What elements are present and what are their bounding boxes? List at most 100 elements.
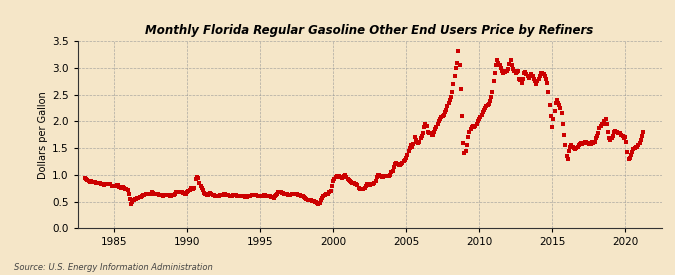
Point [84, 180, 95, 184]
Point [240, 194, 251, 199]
Point [443, 100, 454, 105]
Point [433, 119, 444, 123]
Point [113, 184, 124, 189]
Point [385, 173, 396, 177]
Point [348, 181, 359, 186]
Point [577, 142, 588, 146]
Point [371, 179, 381, 183]
Point [565, 145, 576, 149]
Point [578, 141, 589, 145]
Point [273, 190, 284, 194]
Point [330, 175, 341, 179]
Point [518, 71, 529, 76]
Point [391, 161, 402, 165]
Point [425, 131, 436, 135]
Point [616, 133, 627, 137]
Point [551, 98, 562, 102]
Point [589, 139, 600, 144]
Point [406, 143, 416, 148]
Point [535, 74, 545, 78]
Point [306, 198, 317, 203]
Point [512, 68, 523, 73]
Point [216, 193, 227, 197]
Point [367, 182, 377, 187]
Point [162, 193, 173, 197]
Point [176, 190, 186, 195]
Point [331, 174, 342, 179]
Point [450, 74, 460, 78]
Point [430, 127, 441, 132]
Point [527, 74, 538, 78]
Point [284, 192, 295, 197]
Point [163, 193, 174, 197]
Point [454, 63, 465, 67]
Point [558, 122, 568, 126]
Point [502, 68, 512, 73]
Point [268, 196, 279, 200]
Point [325, 189, 336, 193]
Point [398, 159, 409, 164]
Point [514, 76, 524, 81]
Point [292, 192, 303, 197]
Point [266, 194, 277, 199]
Point [413, 141, 424, 145]
Point [321, 191, 332, 196]
Point [436, 115, 447, 119]
Point [545, 114, 556, 118]
Point [122, 188, 133, 192]
Point [153, 192, 163, 196]
Point [522, 74, 533, 78]
Point [381, 174, 392, 179]
Point [529, 76, 539, 81]
Point [116, 185, 127, 190]
Title: Monthly Florida Regular Gasoline Other End Users Price by Refiners: Monthly Florida Regular Gasoline Other E… [145, 24, 594, 37]
Point [543, 90, 554, 94]
Point [458, 141, 468, 145]
Point [156, 193, 167, 197]
Point [448, 82, 459, 86]
Point [295, 193, 306, 197]
Point [614, 131, 624, 135]
Point [604, 136, 615, 141]
Point [516, 81, 527, 85]
Point [124, 197, 135, 202]
Point [303, 198, 314, 203]
Point [423, 130, 433, 134]
Point [553, 100, 564, 105]
Point [539, 74, 550, 78]
Point [358, 186, 369, 191]
Point [579, 139, 590, 144]
Point [327, 179, 338, 183]
Point [360, 183, 371, 188]
Point [520, 70, 531, 75]
Point [319, 193, 330, 197]
Point [356, 187, 367, 191]
Point [599, 119, 610, 123]
Point [438, 113, 449, 117]
Point [397, 161, 408, 165]
Point [491, 63, 502, 67]
Point [492, 58, 503, 62]
Point [477, 109, 488, 114]
Point [508, 67, 518, 71]
Point [95, 182, 106, 186]
Point [336, 176, 347, 180]
Point [451, 66, 462, 70]
Point [626, 152, 637, 157]
Point [230, 193, 241, 197]
Point [498, 71, 509, 76]
Point [130, 197, 140, 202]
Point [160, 192, 171, 197]
Point [586, 142, 597, 146]
Point [476, 113, 487, 117]
Point [94, 181, 105, 186]
Point [555, 106, 566, 110]
Point [180, 192, 191, 196]
Point [341, 175, 352, 180]
Point [257, 193, 268, 198]
Point [171, 190, 182, 194]
Point [591, 136, 601, 141]
Point [637, 134, 647, 139]
Point [559, 133, 570, 137]
Point [544, 103, 555, 108]
